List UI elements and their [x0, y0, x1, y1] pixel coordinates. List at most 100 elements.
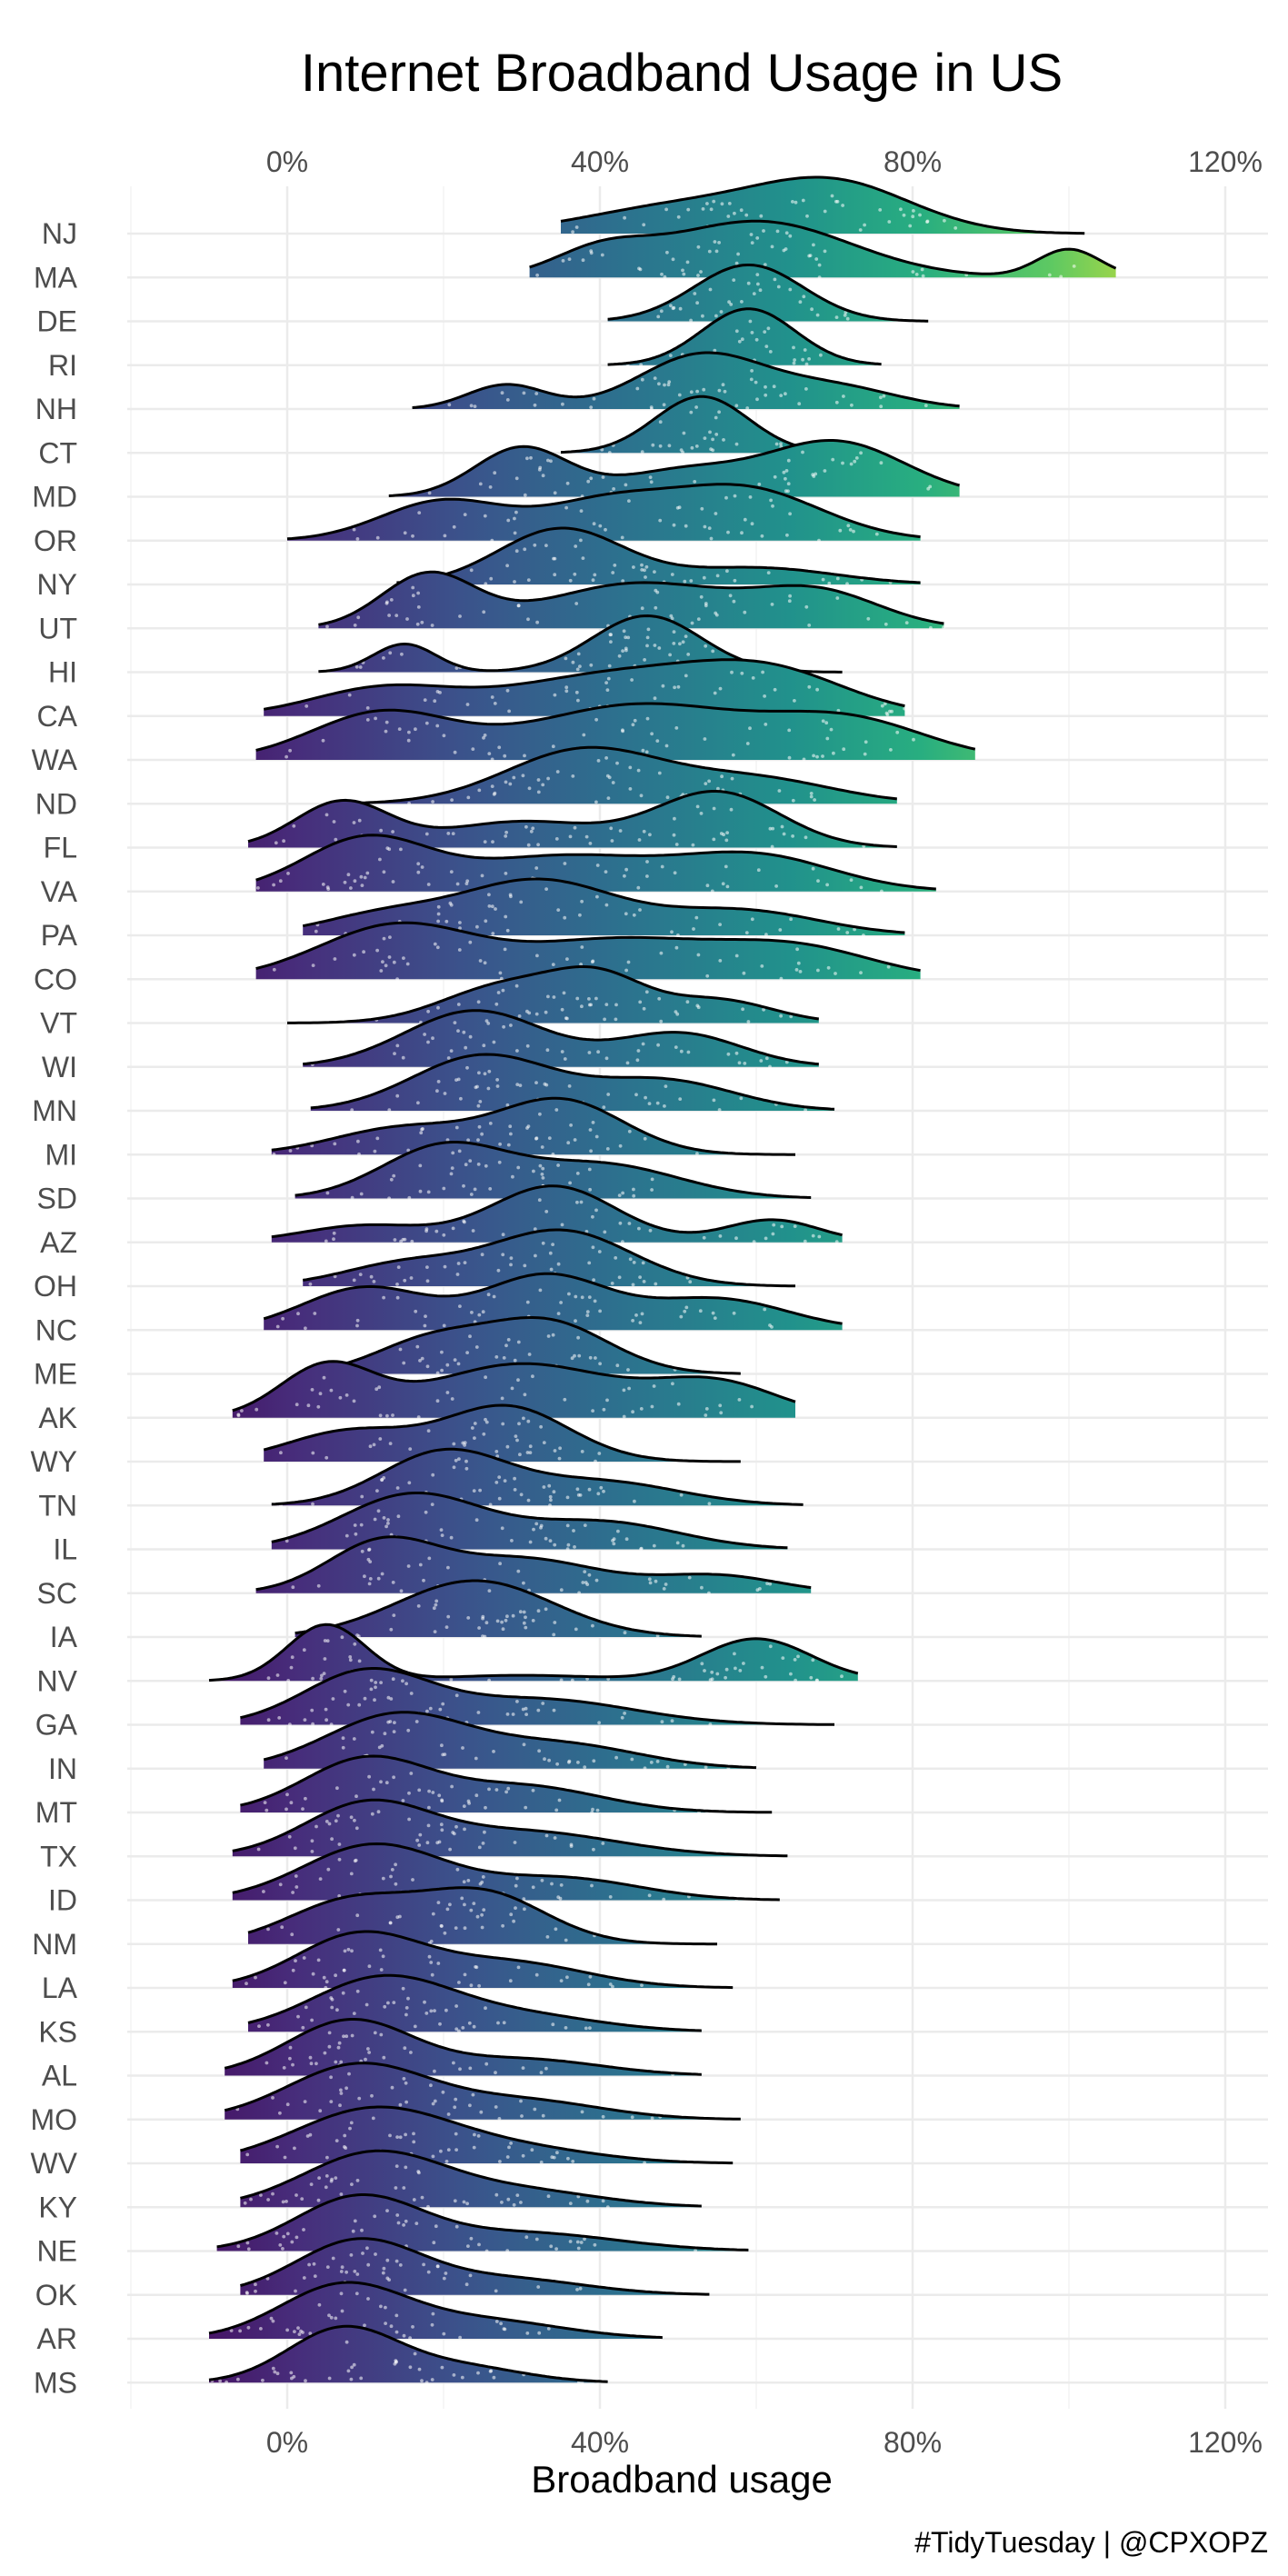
data-point	[449, 1677, 454, 1682]
data-point	[798, 970, 803, 973]
data-point	[360, 1494, 364, 1499]
data-point	[627, 1222, 632, 1225]
ridge-outline	[295, 1141, 812, 1199]
data-point	[430, 624, 434, 627]
data-point	[388, 1921, 393, 1925]
data-point	[880, 704, 884, 708]
data-point	[729, 303, 734, 306]
data-point	[486, 1022, 491, 1025]
data-point	[427, 491, 432, 495]
data-point	[332, 1237, 335, 1242]
data-point	[604, 527, 607, 532]
data-point	[435, 1089, 439, 1093]
data-point	[450, 798, 454, 802]
data-point	[610, 839, 614, 843]
data-point	[394, 2359, 398, 2363]
data-point	[535, 273, 539, 277]
ridge-in	[263, 1711, 757, 1771]
data-point	[296, 2014, 300, 2019]
data-point	[473, 2132, 476, 2137]
data-point	[225, 2380, 229, 2384]
data-point	[560, 1050, 564, 1053]
state-label: ND	[35, 787, 77, 820]
data-point	[521, 774, 525, 778]
data-point	[302, 1956, 306, 1960]
data-point	[385, 1413, 389, 1418]
data-point	[403, 1237, 407, 1242]
ridge-fill	[232, 1932, 734, 1988]
data-point	[654, 1579, 658, 1583]
data-point	[768, 826, 773, 831]
data-point	[509, 1263, 513, 1267]
data-point	[711, 437, 714, 442]
data-point	[589, 405, 594, 409]
data-point	[259, 2327, 263, 2331]
data-point	[606, 676, 611, 681]
ridge-fill	[255, 923, 921, 980]
data-point	[657, 771, 662, 775]
data-point	[714, 415, 718, 420]
data-point	[533, 1227, 537, 1231]
data-point	[587, 1261, 592, 1265]
data-point	[426, 1190, 431, 1194]
data-point	[786, 482, 791, 486]
data-point	[332, 820, 336, 824]
data-point	[544, 2066, 548, 2071]
data-point	[580, 1295, 584, 1300]
state-label: MD	[32, 481, 77, 514]
data-point	[768, 1323, 772, 1327]
data-point	[352, 953, 356, 957]
data-point	[386, 2001, 390, 2005]
data-point	[713, 1316, 717, 1320]
data-point	[690, 445, 694, 450]
data-point	[566, 2156, 570, 2161]
data-point	[925, 220, 929, 225]
data-point	[769, 498, 773, 503]
data-point	[265, 2276, 270, 2281]
data-point	[888, 709, 892, 714]
data-point	[327, 1822, 332, 1826]
data-point	[372, 1443, 376, 1447]
ridge-outline	[412, 351, 960, 409]
data-point	[454, 1078, 458, 1082]
data-point	[720, 774, 724, 779]
data-point	[353, 1523, 357, 1527]
ridge-fill	[295, 1581, 702, 1637]
data-point	[658, 518, 663, 523]
data-point	[484, 1375, 487, 1380]
data-point	[484, 1163, 488, 1168]
data-point	[420, 1356, 424, 1361]
data-point	[376, 1509, 381, 1513]
data-point	[519, 900, 524, 904]
data-point	[294, 2289, 297, 2293]
data-point	[652, 1543, 656, 1548]
data-point	[433, 942, 437, 946]
data-point	[367, 1964, 372, 1969]
data-point	[573, 1545, 576, 1549]
data-point	[333, 1274, 337, 1279]
data-point	[347, 693, 352, 697]
data-point	[832, 751, 835, 755]
data-point	[434, 1603, 438, 1607]
data-point	[823, 209, 827, 214]
ridge-outline	[529, 219, 1117, 275]
data-point	[508, 893, 513, 897]
data-point	[490, 538, 494, 543]
data-point	[477, 1626, 481, 1630]
data-point	[624, 968, 628, 973]
ridge-fill	[216, 2194, 749, 2252]
data-point	[534, 2237, 539, 2242]
data-point	[374, 716, 377, 721]
data-point	[640, 606, 644, 611]
data-point	[435, 1841, 440, 1845]
data-point	[275, 1324, 280, 1329]
data-point	[379, 2032, 384, 2037]
data-point	[864, 740, 868, 744]
data-point	[512, 1919, 515, 1923]
data-point	[344, 2270, 348, 2274]
data-point	[631, 1283, 635, 1287]
data-point	[373, 2031, 377, 2035]
data-point	[531, 1885, 535, 1890]
data-point	[655, 1633, 660, 1638]
data-point	[537, 1198, 542, 1203]
